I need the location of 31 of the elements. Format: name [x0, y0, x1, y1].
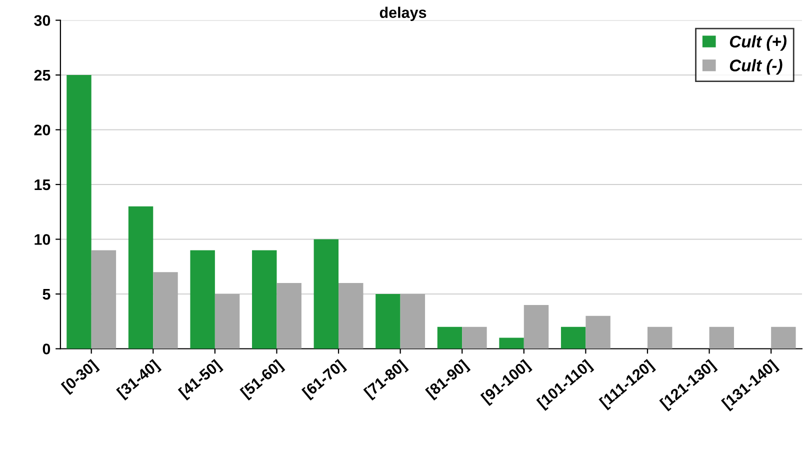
bar	[214, 294, 240, 349]
bar	[560, 326, 586, 349]
bar	[190, 250, 215, 349]
bar	[462, 326, 487, 349]
bar	[66, 75, 92, 349]
bar	[91, 250, 116, 349]
bar	[400, 294, 426, 349]
bar	[771, 326, 796, 349]
bar	[153, 272, 178, 349]
y-tick-label: 0	[42, 344, 50, 354]
y-tick-label: 15	[34, 180, 50, 190]
bar	[524, 304, 549, 349]
legend-label: Cult (-)	[730, 59, 782, 75]
chart-title: delays	[380, 6, 426, 21]
bar	[276, 283, 302, 349]
y-tick-label: 30	[34, 15, 50, 26]
bar	[338, 283, 364, 349]
bar	[499, 338, 524, 349]
bar	[586, 316, 610, 349]
bar	[128, 206, 154, 349]
bar	[314, 239, 339, 349]
y-tick-label: 25	[34, 70, 50, 81]
y-tick-label: 5	[42, 289, 50, 300]
bar	[376, 294, 400, 349]
bar	[252, 250, 277, 349]
y-tick-label: 20	[34, 124, 50, 136]
bar	[709, 326, 734, 349]
bar	[647, 326, 672, 349]
legend-label: Cult (+)	[730, 35, 786, 51]
bar	[437, 326, 462, 349]
y-tick-label: 10	[34, 234, 50, 245]
